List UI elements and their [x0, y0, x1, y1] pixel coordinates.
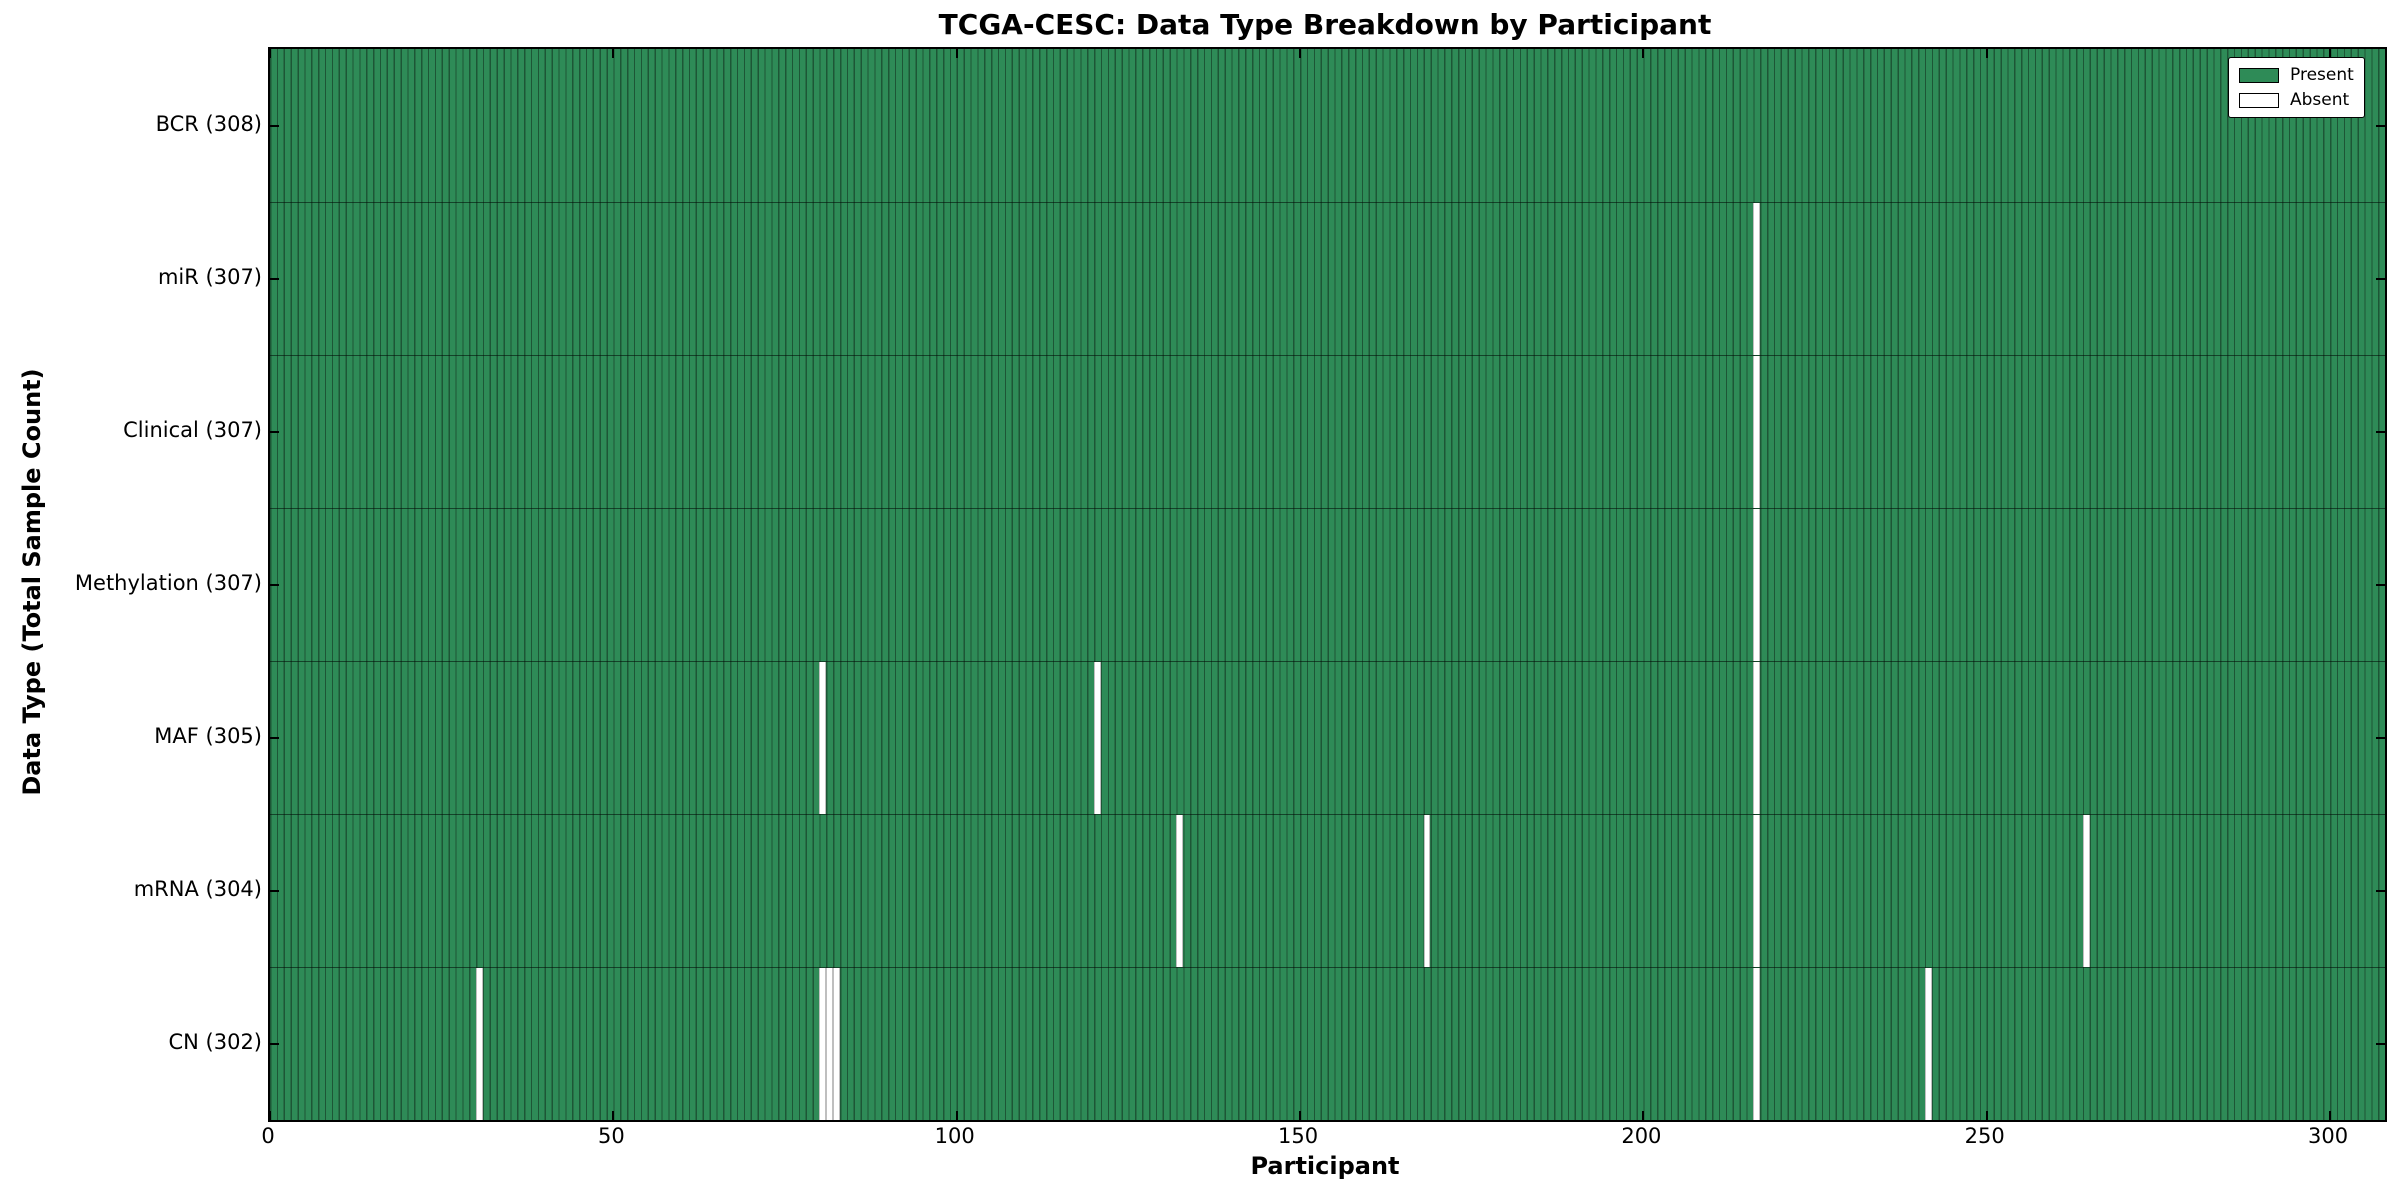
absent-bar	[1753, 815, 1761, 967]
chart-title: TCGA-CESC: Data Type Breakdown by Partic…	[938, 8, 1712, 41]
x-tick	[270, 1111, 271, 1120]
absent-bar	[1176, 815, 1184, 967]
y-tick-label: BCR (308)	[155, 111, 262, 136]
y-tick-label: MAF (305)	[154, 723, 262, 748]
y-tick	[270, 430, 279, 433]
y-tick	[2376, 277, 2385, 280]
y-tick	[270, 583, 279, 586]
y-tick	[270, 1042, 279, 1045]
y-tick-label: mRNA (304)	[133, 876, 262, 901]
absent-bar	[1753, 203, 1761, 355]
y-tick	[270, 124, 279, 127]
legend-item-present: Present	[2239, 65, 2354, 85]
absent-bar	[826, 968, 834, 1120]
row-methylation	[270, 508, 2385, 661]
y-tick-label: miR (307)	[157, 264, 262, 289]
x-tick	[2329, 49, 2332, 58]
row-mir	[270, 202, 2385, 355]
row-clinical	[270, 355, 2385, 508]
absent-bar	[1753, 662, 1761, 814]
absent-bar	[476, 968, 483, 1120]
absent-bar	[1423, 815, 1431, 967]
absent-bar	[1753, 509, 1761, 661]
y-axis-label: Data Type (Total Sample Count)	[18, 368, 46, 796]
y-tick	[2376, 1042, 2385, 1045]
absent-bar	[2082, 815, 2090, 967]
y-tick	[2376, 583, 2385, 586]
row-bcr	[270, 49, 2385, 202]
y-tick	[2376, 889, 2385, 892]
legend-swatch-present-icon	[2239, 67, 2279, 83]
plot-area	[268, 47, 2387, 1122]
x-tick	[1985, 49, 1988, 58]
x-axis-label: Participant	[1250, 1152, 1400, 1180]
x-tick	[1985, 1111, 1988, 1120]
x-tick-label: 250	[1964, 1124, 2005, 1148]
legend: Present Absent	[2228, 57, 2365, 118]
y-tick-label: Clinical (307)	[123, 417, 262, 442]
x-tick-label: 0	[261, 1124, 275, 1148]
y-tick	[270, 277, 279, 280]
y-tick-label: CN (302)	[168, 1029, 262, 1054]
y-tick	[2376, 736, 2385, 739]
absent-bar	[819, 662, 827, 814]
x-tick	[2329, 1111, 2332, 1120]
row-mrna	[270, 814, 2385, 967]
y-tick-label: Methylation (307)	[74, 570, 262, 595]
x-tick	[1299, 1111, 1302, 1120]
absent-bar	[819, 968, 827, 1120]
x-tick-label: 100	[934, 1124, 975, 1148]
x-tick	[612, 49, 615, 58]
x-tick	[955, 49, 958, 58]
legend-swatch-absent-icon	[2239, 92, 2279, 108]
absent-bar	[1753, 968, 1761, 1120]
y-tick	[2376, 124, 2385, 127]
x-tick	[1299, 49, 1302, 58]
x-tick-label: 50	[597, 1124, 625, 1148]
x-tick	[612, 1111, 615, 1120]
x-tick-label: 150	[1277, 1124, 1319, 1148]
legend-label-absent: Absent	[2290, 90, 2350, 110]
absent-bar	[1924, 968, 1932, 1120]
y-tick	[2376, 430, 2385, 433]
absent-bar	[1094, 662, 1101, 814]
row-cn	[270, 967, 2385, 1120]
x-tick	[1642, 1111, 1645, 1120]
y-tick	[270, 736, 279, 739]
absent-bar	[833, 968, 840, 1120]
x-tick	[1642, 49, 1645, 58]
y-tick	[270, 889, 279, 892]
absent-bar	[1753, 356, 1761, 508]
legend-label-present: Present	[2290, 65, 2354, 85]
x-tick-label: 300	[2308, 1124, 2349, 1148]
row-maf	[270, 661, 2385, 814]
x-tick-label: 200	[1621, 1124, 1662, 1148]
x-tick	[270, 49, 271, 58]
x-tick	[955, 1111, 958, 1120]
legend-item-absent: Absent	[2239, 90, 2354, 110]
